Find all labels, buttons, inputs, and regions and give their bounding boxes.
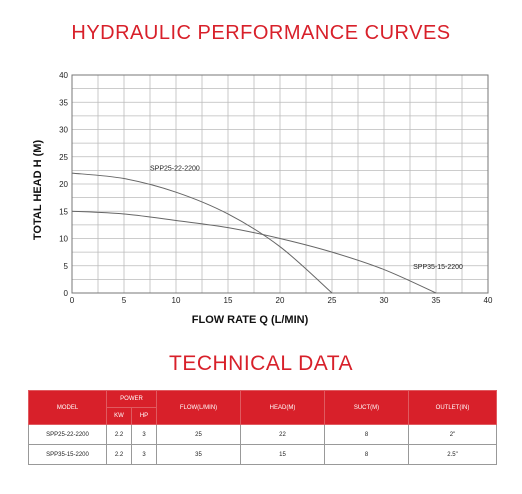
table-row: SPP25-22-2200 2.2 3 25 22 8 2"	[28, 424, 498, 445]
header-model: MODEL	[28, 390, 107, 425]
y-tick-label: 10	[59, 235, 68, 244]
cell-model: SPP35-15-2200	[28, 444, 107, 465]
cell-suct: 8	[324, 424, 410, 445]
x-tick-label: 35	[432, 296, 441, 305]
cell-model: SPP25-22-2200	[28, 424, 107, 445]
table-row: SPP35-15-2200 2.2 3 35 15 8 2.5"	[28, 444, 498, 465]
header-hp: HP	[130, 407, 158, 425]
x-tick-label: 30	[380, 296, 389, 305]
header-outlet: OUTLET(IN)	[408, 390, 498, 425]
cell-outlet: 2"	[408, 424, 498, 445]
cell-outlet: 2.5"	[408, 444, 498, 465]
chart-axes	[71, 74, 489, 294]
y-axis-label: TOTAL HEAD H (M)	[32, 139, 44, 241]
y-tick-label: 15	[59, 207, 68, 216]
chart-curves	[71, 172, 437, 294]
plot-frame	[71, 74, 489, 294]
x-tick-label: 25	[328, 296, 337, 305]
series-line-spp35	[71, 210, 437, 294]
y-tick-label: 25	[59, 153, 68, 162]
cell-hp: 3	[130, 424, 158, 445]
y-tick-label: 5	[64, 262, 69, 271]
x-tick-label: 15	[224, 296, 233, 305]
chart-ticks: 0 5 10 15 20 25 30 35 40 0 5 10 15 20 25 30 35 40	[59, 71, 493, 305]
series-label-spp25: SPP25-22-2200	[150, 166, 200, 173]
y-tick-label: 35	[59, 98, 68, 107]
cell-head: 22	[240, 424, 326, 445]
cell-flow: 35	[156, 444, 242, 465]
technical-data-title: TECHNICAL DATA	[169, 352, 353, 375]
x-tick-label: 5	[122, 296, 127, 305]
cell-head: 15	[240, 444, 326, 465]
header-head: HEAD(M)	[240, 390, 326, 425]
y-tick-label: 40	[59, 71, 68, 80]
x-tick-label: 20	[276, 296, 285, 305]
header-flow: FLOW(L/MIN)	[156, 390, 242, 425]
x-tick-label: 40	[484, 296, 493, 305]
chart-grid	[71, 74, 489, 294]
header-kw: KW	[106, 407, 132, 425]
x-tick-label: 0	[70, 296, 75, 305]
header-suct: SUCT(M)	[324, 390, 410, 425]
cell-kw: 2.2	[106, 424, 132, 445]
x-tick-label: 10	[172, 296, 181, 305]
y-tick-label: 20	[59, 180, 68, 189]
technical-data-table: MODEL POWER FLOW(L/MIN) HEAD(M) SUCT(M) …	[28, 390, 498, 465]
header-power: POWER	[105, 390, 158, 408]
series-label-spp35: SPP35-15-2200	[413, 264, 463, 271]
cell-flow: 25	[156, 424, 242, 445]
cell-hp: 3	[130, 444, 158, 465]
series-line-spp25	[71, 172, 333, 294]
performance-chart: 0 5 10 15 20 25 30 35 40 0 5 10 15 20 25 30 35 40 SPP25-2…	[59, 71, 493, 305]
y-tick-label: 0	[64, 289, 69, 298]
chart-title: HYDRAULIC PERFORMANCE CURVES	[71, 22, 451, 44]
cell-kw: 2.2	[106, 444, 132, 465]
x-axis-label: FLOW RATE Q (L/MIN)	[191, 314, 309, 326]
y-tick-label: 30	[59, 126, 68, 135]
cell-suct: 8	[324, 444, 410, 465]
